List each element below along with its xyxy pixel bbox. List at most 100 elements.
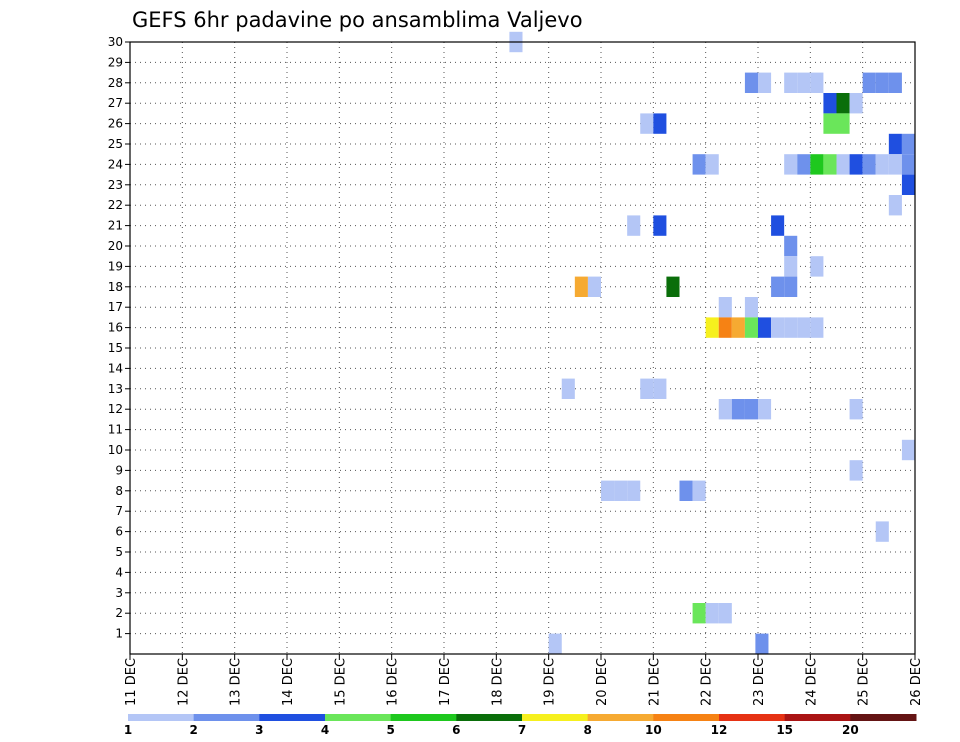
x-tick-label: 19 DEC <box>543 658 558 706</box>
x-tick-label: 24 DEC <box>804 658 819 706</box>
colorbar: 1 2 3 4 5 6 7 8 10 12 15 20 <box>124 714 917 737</box>
colorbar-label: 7 <box>518 723 526 737</box>
precip-cell <box>744 297 758 318</box>
precip-cell <box>627 480 641 501</box>
x-tick-label: 18 DEC <box>490 658 505 706</box>
y-tick-label: 2 <box>115 606 123 620</box>
plot-frame <box>129 41 916 655</box>
y-tick-label: 22 <box>108 198 123 212</box>
precip-cell <box>574 276 588 297</box>
colorbar-swatch <box>456 714 523 721</box>
precip-cell <box>561 378 575 399</box>
chart-title: GEFS 6hr padavine po ansamblima Valjevo <box>132 8 583 32</box>
precip-cell <box>784 235 798 257</box>
precip-cell <box>548 633 562 654</box>
colorbar-swatch <box>784 714 851 721</box>
colorbar-swatch <box>719 714 786 721</box>
precip-cell <box>836 154 850 175</box>
precip-cell <box>888 195 902 216</box>
precip-cell <box>731 317 745 338</box>
y-tick-label: 5 <box>115 545 123 559</box>
x-tick-label: 25 DEC <box>857 658 872 706</box>
precip-cell <box>849 399 863 420</box>
colorbar-swatch <box>522 714 589 721</box>
precip-cell <box>705 154 719 175</box>
y-tick-label: 30 <box>108 35 123 49</box>
colorbar-label: 5 <box>386 723 394 737</box>
precip-cell <box>810 154 824 175</box>
colorbar-label: 1 <box>124 723 132 737</box>
precip-cell <box>705 317 719 338</box>
y-tick-label: 29 <box>108 55 123 69</box>
x-tick-label: 17 DEC <box>438 658 453 706</box>
y-tick-label: 26 <box>108 117 123 131</box>
colorbar-label: 10 <box>645 723 662 737</box>
precip-cell <box>797 154 811 175</box>
y-tick-label: 12 <box>108 402 123 416</box>
precip-cell <box>627 215 641 236</box>
precip-cell <box>849 93 863 114</box>
precip-cell <box>771 276 785 297</box>
y-tick-label: 15 <box>108 341 123 355</box>
precip-cell <box>718 317 732 338</box>
y-tick-label: 3 <box>115 586 123 600</box>
y-tick-label: 16 <box>108 321 123 335</box>
colorbar-label: 2 <box>189 723 197 737</box>
x-tick-label: 20 DEC <box>595 658 610 706</box>
y-tick-label: 13 <box>108 382 123 396</box>
precip-cell <box>862 72 876 93</box>
y-tick-label: 17 <box>108 300 123 314</box>
precip-cell <box>797 72 811 93</box>
y-tick-label: 4 <box>115 565 123 579</box>
colorbar-label: 4 <box>321 723 329 737</box>
precip-cell <box>823 113 837 134</box>
x-tick-label: 26 DEC <box>909 658 924 706</box>
x-tick-label: 13 DEC <box>229 658 244 706</box>
precip-cell <box>640 113 654 134</box>
colorbar-label: 12 <box>711 723 728 737</box>
precip-cell <box>849 154 863 175</box>
y-tick-label: 7 <box>115 504 123 518</box>
y-tick-label: 19 <box>108 259 123 273</box>
x-tick-label: 11 DEC <box>124 658 139 706</box>
y-tick-label: 20 <box>108 239 123 253</box>
y-tick-label: 27 <box>108 96 123 110</box>
colorbar-label: 20 <box>842 723 859 737</box>
x-tick-label: 16 DEC <box>386 658 401 706</box>
precip-cell <box>810 72 824 93</box>
precip-cell <box>744 72 758 93</box>
precip-cell <box>784 72 798 93</box>
precip-cell <box>755 633 769 654</box>
precip-cell <box>771 215 785 236</box>
precip-cell <box>784 276 798 297</box>
precip-cell <box>836 93 850 114</box>
colorbar-label: 6 <box>452 723 460 737</box>
x-tick-label: 22 DEC <box>700 658 715 706</box>
precip-cell <box>666 276 680 297</box>
precip-cell <box>771 317 785 338</box>
colorbar-label: 15 <box>776 723 793 737</box>
precip-cell <box>587 276 601 297</box>
precip-cell <box>888 154 902 175</box>
cell-layer <box>509 31 915 654</box>
x-axis: 11 DEC 12 DEC 13 DEC 14 DEC 15 DEC 16 DEC 17 D… <box>124 654 924 706</box>
precip-cell <box>601 480 615 501</box>
y-tick-label: 14 <box>108 361 123 375</box>
precip-cell <box>705 603 719 624</box>
x-tick-label: 15 DEC <box>333 658 348 706</box>
precip-cell <box>849 460 863 481</box>
precip-cell <box>875 154 889 175</box>
grid-layer <box>130 41 915 654</box>
precip-cell <box>784 154 798 175</box>
y-tick-label: 9 <box>115 463 123 477</box>
y-tick-label: 6 <box>115 525 123 539</box>
colorbar-label: 3 <box>255 723 263 737</box>
precip-cell <box>718 603 732 624</box>
precip-cell <box>744 399 758 420</box>
precip-cell <box>901 174 915 195</box>
y-tick-label: 18 <box>108 280 123 294</box>
colorbar-swatch <box>259 714 326 721</box>
y-tick-label: 23 <box>108 178 123 192</box>
precip-cell <box>692 603 706 624</box>
